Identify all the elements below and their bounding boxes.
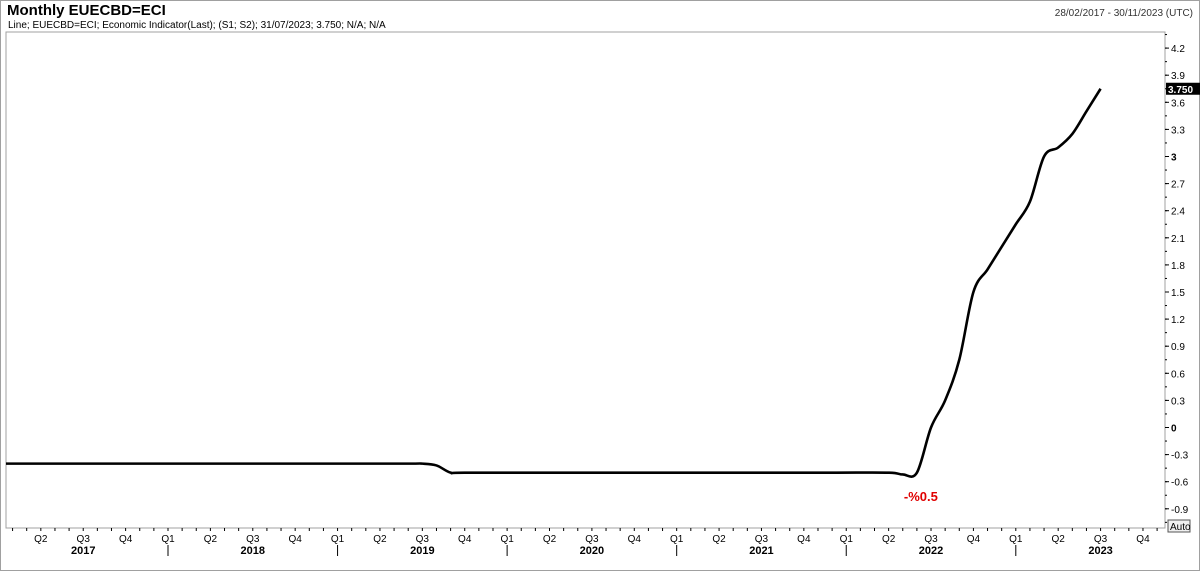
x-quarter-label: Q2 (373, 534, 387, 545)
x-year-label: 2021 (749, 545, 773, 557)
y-tick-label: 2.1 (1171, 234, 1185, 245)
x-year-label: 2018 (241, 545, 265, 557)
y-tick-label: -0.9 (1171, 505, 1189, 516)
y-tick-label: 0.6 (1171, 369, 1185, 380)
x-quarter-label: Q3 (416, 534, 430, 545)
y-tick-label: -0.3 (1171, 451, 1189, 462)
x-year-label: 2017 (71, 545, 95, 557)
x-quarter-label: Q4 (119, 534, 133, 545)
x-quarter-label: Q1 (331, 534, 345, 545)
date-range: 28/02/2017 - 30/11/2023 (UTC) (1054, 8, 1193, 19)
y-tick-label: 0.3 (1171, 396, 1185, 407)
x-year-label: 2022 (919, 545, 943, 557)
y-tick-label: 1.5 (1171, 288, 1185, 299)
x-quarter-label: Q4 (288, 534, 302, 545)
y-tick-label: 3.9 (1171, 71, 1185, 82)
y-tick-label: 1.8 (1171, 261, 1185, 272)
x-quarter-label: Q3 (77, 534, 91, 545)
x-quarter-label: Q2 (204, 534, 218, 545)
x-quarter-label: Q2 (712, 534, 726, 545)
x-quarter-label: Q3 (246, 534, 260, 545)
y-tick-label: 4.2 (1171, 44, 1185, 55)
y-tick-label: 3 (1171, 153, 1177, 164)
auto-button-label[interactable]: Auto (1170, 522, 1191, 533)
last-value-tag (1166, 82, 1200, 95)
last-value-label: 3.750 (1168, 85, 1193, 96)
min-annotation: -%0.5 (904, 489, 938, 504)
y-tick-label: 0.9 (1171, 342, 1185, 353)
x-quarter-label: Q2 (543, 534, 557, 545)
x-quarter-label: Q2 (1052, 534, 1066, 545)
x-quarter-label: Q2 (882, 534, 896, 545)
x-year-label: 2020 (580, 545, 604, 557)
x-year-label: 2019 (410, 545, 434, 557)
x-quarter-label: Q3 (1094, 534, 1108, 545)
x-quarter-label: Q4 (797, 534, 811, 545)
y-tick-label: 0 (1171, 424, 1177, 435)
x-quarter-label: Q1 (161, 534, 175, 545)
x-quarter-label: Q4 (967, 534, 981, 545)
series-legend: Line; EUECBD=ECI; Economic Indicator(Las… (8, 20, 386, 31)
y-tick-label: 1.2 (1171, 315, 1185, 326)
x-quarter-label: Q3 (755, 534, 769, 545)
x-quarter-label: Q4 (458, 534, 472, 545)
y-tick-label: 3.3 (1171, 125, 1185, 136)
series-line (6, 88, 1102, 478)
auto-scale-button[interactable] (1167, 519, 1191, 533)
x-year-label: 2023 (1088, 545, 1112, 557)
x-quarter-label: Q1 (670, 534, 684, 545)
x-quarter-label: Q4 (628, 534, 642, 545)
y-tick-label: 2.4 (1171, 207, 1185, 218)
y-tick-label: -0.6 (1171, 478, 1189, 489)
x-quarter-label: Q1 (840, 534, 854, 545)
plot-area (5, 31, 1166, 529)
x-quarter-label: Q1 (500, 534, 514, 545)
x-quarter-label: Q4 (1136, 534, 1150, 545)
y-tick-label: 3.6 (1171, 98, 1185, 109)
x-quarter-label: Q1 (1009, 534, 1023, 545)
x-quarter-label: Q3 (924, 534, 938, 545)
x-quarter-label: Q3 (585, 534, 599, 545)
chart-title: Monthly EUECBD=ECI (7, 2, 166, 19)
y-tick-label: 2.7 (1171, 180, 1185, 191)
x-quarter-label: Q2 (34, 534, 48, 545)
